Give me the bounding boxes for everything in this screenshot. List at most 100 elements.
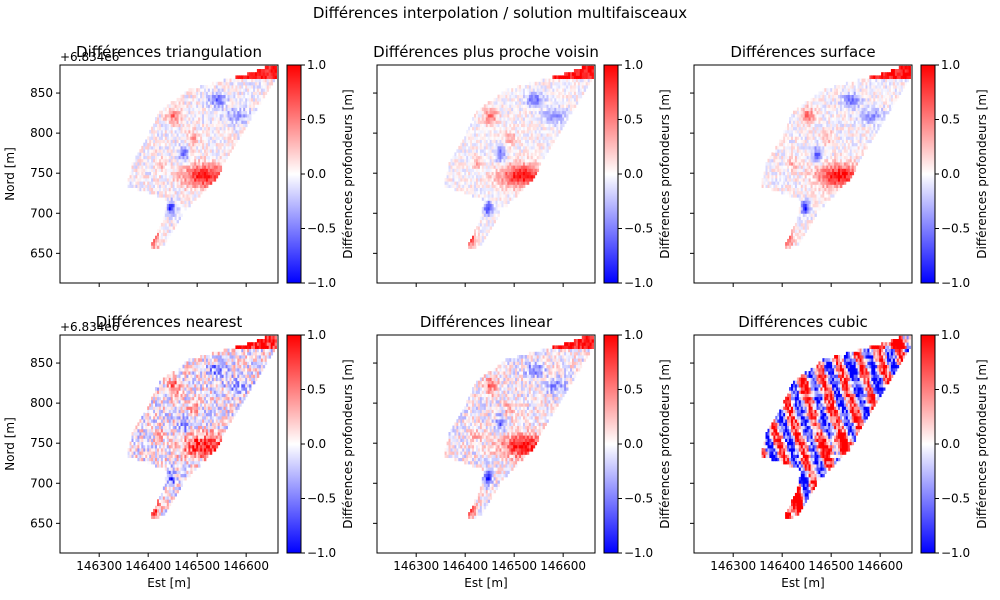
heatmap-cell (489, 210, 493, 214)
heatmap-cell (141, 155, 144, 160)
heatmap-cell (556, 104, 559, 108)
heatmap-cell (787, 136, 790, 140)
heatmap-cell (511, 117, 514, 121)
heatmap-cell (174, 133, 177, 137)
heatmap-cell (479, 181, 483, 185)
heatmap-cell (143, 145, 146, 150)
heatmap-cell (229, 88, 232, 92)
heatmap-cell (483, 158, 487, 163)
heatmap-cell (487, 216, 491, 221)
heatmap-cell (777, 152, 780, 157)
heatmap-cell (832, 113, 835, 118)
heatmap-cell (560, 104, 563, 108)
heatmap-cell (507, 88, 510, 92)
heatmap-cell (182, 94, 185, 99)
heatmap-cell (826, 133, 829, 137)
heatmap-cell (483, 235, 487, 240)
heatmap-cell (791, 145, 794, 150)
heatmap-cell (160, 184, 164, 189)
heatmap-cell (235, 104, 238, 108)
heatmap-cell (834, 187, 837, 192)
heatmap-cell (495, 213, 498, 217)
heatmap-cell (802, 110, 806, 115)
heatmap-cell (233, 126, 236, 131)
heatmap-cell (499, 126, 502, 131)
heatmap-cell (196, 101, 199, 105)
heatmap-cell (472, 162, 475, 166)
heatmap-cell (838, 133, 841, 137)
heatmap-cell (219, 155, 223, 160)
heatmap-cell (159, 229, 162, 233)
heatmap-cell (841, 178, 845, 182)
heatmap-cell (474, 120, 477, 124)
heatmap-cell (495, 107, 498, 112)
heatmap-cell (206, 171, 209, 176)
heatmap-cell (262, 81, 266, 86)
heatmap-cell (194, 110, 197, 115)
heatmap-cell (170, 149, 174, 153)
heatmap-cell (464, 162, 467, 166)
heatmap-cell (800, 162, 804, 166)
heatmap-cell (517, 145, 520, 150)
heatmap-cell (532, 168, 536, 173)
heatmap-cell (202, 158, 205, 163)
heatmap-cell (573, 101, 577, 105)
heatmap-cell (820, 165, 823, 169)
heatmap-cell (149, 142, 152, 147)
heatmap-cell (834, 97, 837, 102)
heatmap-cell (816, 101, 819, 105)
heatmap-cell (251, 110, 254, 115)
heatmap-cell (564, 81, 567, 86)
heatmap-cell (229, 129, 232, 134)
heatmap-cell (517, 139, 520, 144)
heatmap-cell (219, 120, 223, 124)
heatmap-cell (229, 136, 232, 140)
heatmap-cell (828, 88, 831, 92)
heatmap-cell (491, 190, 494, 195)
heatmap-cell (840, 126, 843, 131)
heatmap-cell (157, 129, 160, 134)
heatmap-cell (190, 104, 193, 108)
heatmap-cell (832, 158, 835, 163)
heatmap-cell (450, 171, 453, 176)
heatmap-cell (472, 152, 475, 157)
heatmap-cell (209, 85, 213, 89)
heatmap-cell (791, 155, 794, 160)
heatmap-cell (221, 104, 225, 108)
heatmap-cell (524, 94, 528, 99)
heatmap-cell (168, 120, 172, 124)
heatmap-cell (460, 171, 463, 176)
heatmap-cell (566, 72, 569, 76)
heatmap-cell (454, 171, 457, 176)
heatmap-cell (143, 155, 146, 160)
heatmap-cell (806, 129, 810, 134)
heatmap-cell (528, 133, 532, 137)
heatmap-cell (487, 117, 491, 121)
heatmap-cell (581, 72, 585, 76)
heatmap-cell (151, 152, 154, 157)
heatmap-cell (515, 126, 518, 131)
heatmap-cell (162, 194, 166, 198)
heatmap-cell (170, 107, 174, 112)
heatmap-cell (562, 75, 565, 80)
heatmap-cell (763, 181, 766, 185)
heatmap-cell (198, 129, 201, 134)
heatmap-cell (176, 181, 179, 185)
heatmap-cell (773, 171, 776, 176)
heatmap-cell (540, 155, 543, 160)
heatmap-cell (192, 104, 195, 108)
heatmap-cell (219, 126, 223, 131)
heatmap-cell (164, 187, 168, 192)
heatmap-cell (534, 85, 538, 89)
heatmap-cell (145, 174, 148, 179)
heatmap-cell (178, 113, 181, 118)
heatmap-cell (485, 123, 489, 128)
heatmap-cell (192, 152, 195, 157)
heatmap-cell (464, 149, 467, 153)
heatmap-cell (791, 174, 794, 179)
heatmap-cell (495, 101, 498, 105)
heatmap-cell (184, 126, 187, 131)
heatmap-cell (143, 168, 146, 173)
heatmap-cell (479, 165, 483, 169)
heatmap-cell (806, 203, 810, 208)
